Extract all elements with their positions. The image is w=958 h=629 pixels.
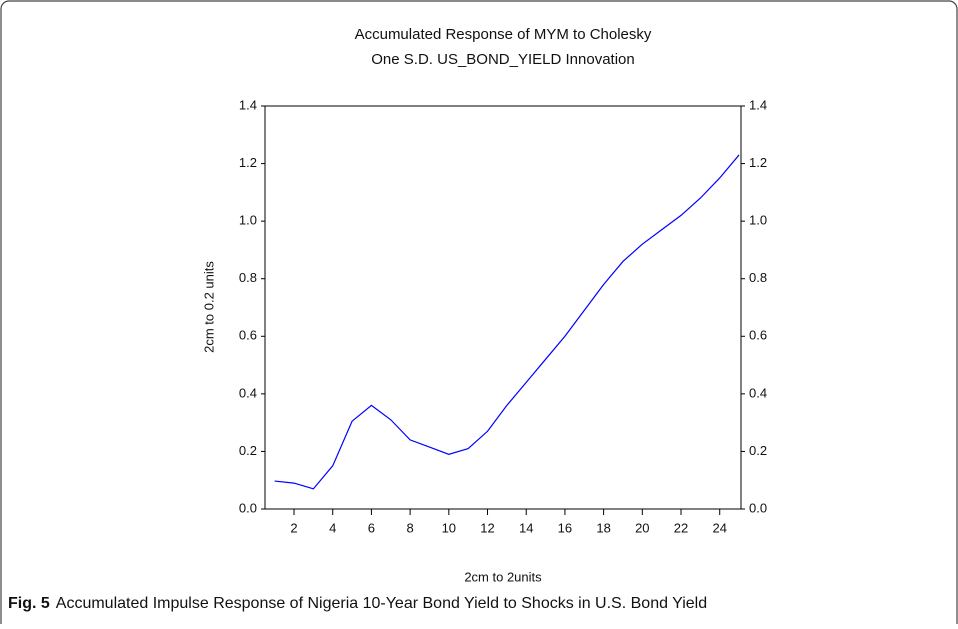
y2-tick-label: 0.8 <box>749 270 767 285</box>
plot-frame <box>264 105 742 510</box>
x-tick-label: 10 <box>442 520 456 535</box>
chart-title: Accumulated Response of MYM to Cholesky <box>355 26 652 43</box>
y2-tick-label: 0.4 <box>749 385 767 400</box>
x-tick-label: 8 <box>407 520 414 535</box>
y-tick-label: 0.4 <box>239 385 257 400</box>
x-tick-label: 22 <box>674 520 688 535</box>
chart-subtitle: One S.D. US_BOND_YIELD Innovation <box>371 51 634 68</box>
y2-tick-label: 0.2 <box>749 443 767 458</box>
x-tick-label: 12 <box>480 520 494 535</box>
x-tick-label: 16 <box>558 520 572 535</box>
y-tick-label: 1.4 <box>239 97 257 112</box>
y-tick-label: 0.2 <box>239 443 257 458</box>
y-tick-label: 0.6 <box>239 328 257 343</box>
y2-tick-label: 1.0 <box>749 213 767 228</box>
y2-tick-label: 1.2 <box>749 155 767 170</box>
x-tick-label: 2 <box>290 520 297 535</box>
x-tick-label: 6 <box>368 520 375 535</box>
x-tick-label: 24 <box>712 520 726 535</box>
x-axis-label: 2cm to 2units <box>464 569 542 584</box>
y2-tick-label: 0.0 <box>749 500 767 515</box>
y-tick-label: 0.8 <box>239 270 257 285</box>
x-tick-label: 20 <box>635 520 649 535</box>
caption-label: Fig. 5 <box>8 595 50 612</box>
x-tick-label: 18 <box>596 520 610 535</box>
y2-tick-label: 1.4 <box>749 97 767 112</box>
caption-text: Accumulated Impulse Response of Nigeria … <box>56 595 707 612</box>
y2-tick-label: 0.6 <box>749 328 767 343</box>
caption: Fig. 5 Accumulated Impulse Response of Ni… <box>8 595 707 612</box>
y-tick-label: 0.0 <box>239 500 257 515</box>
x-tick-label: 4 <box>329 520 336 535</box>
x-tick-label: 14 <box>519 520 533 535</box>
y-tick-label: 1.0 <box>239 213 257 228</box>
y-axis-label: 2cm to 0.2 units <box>201 261 216 353</box>
y-tick-label: 1.2 <box>239 155 257 170</box>
line-series <box>274 154 740 490</box>
